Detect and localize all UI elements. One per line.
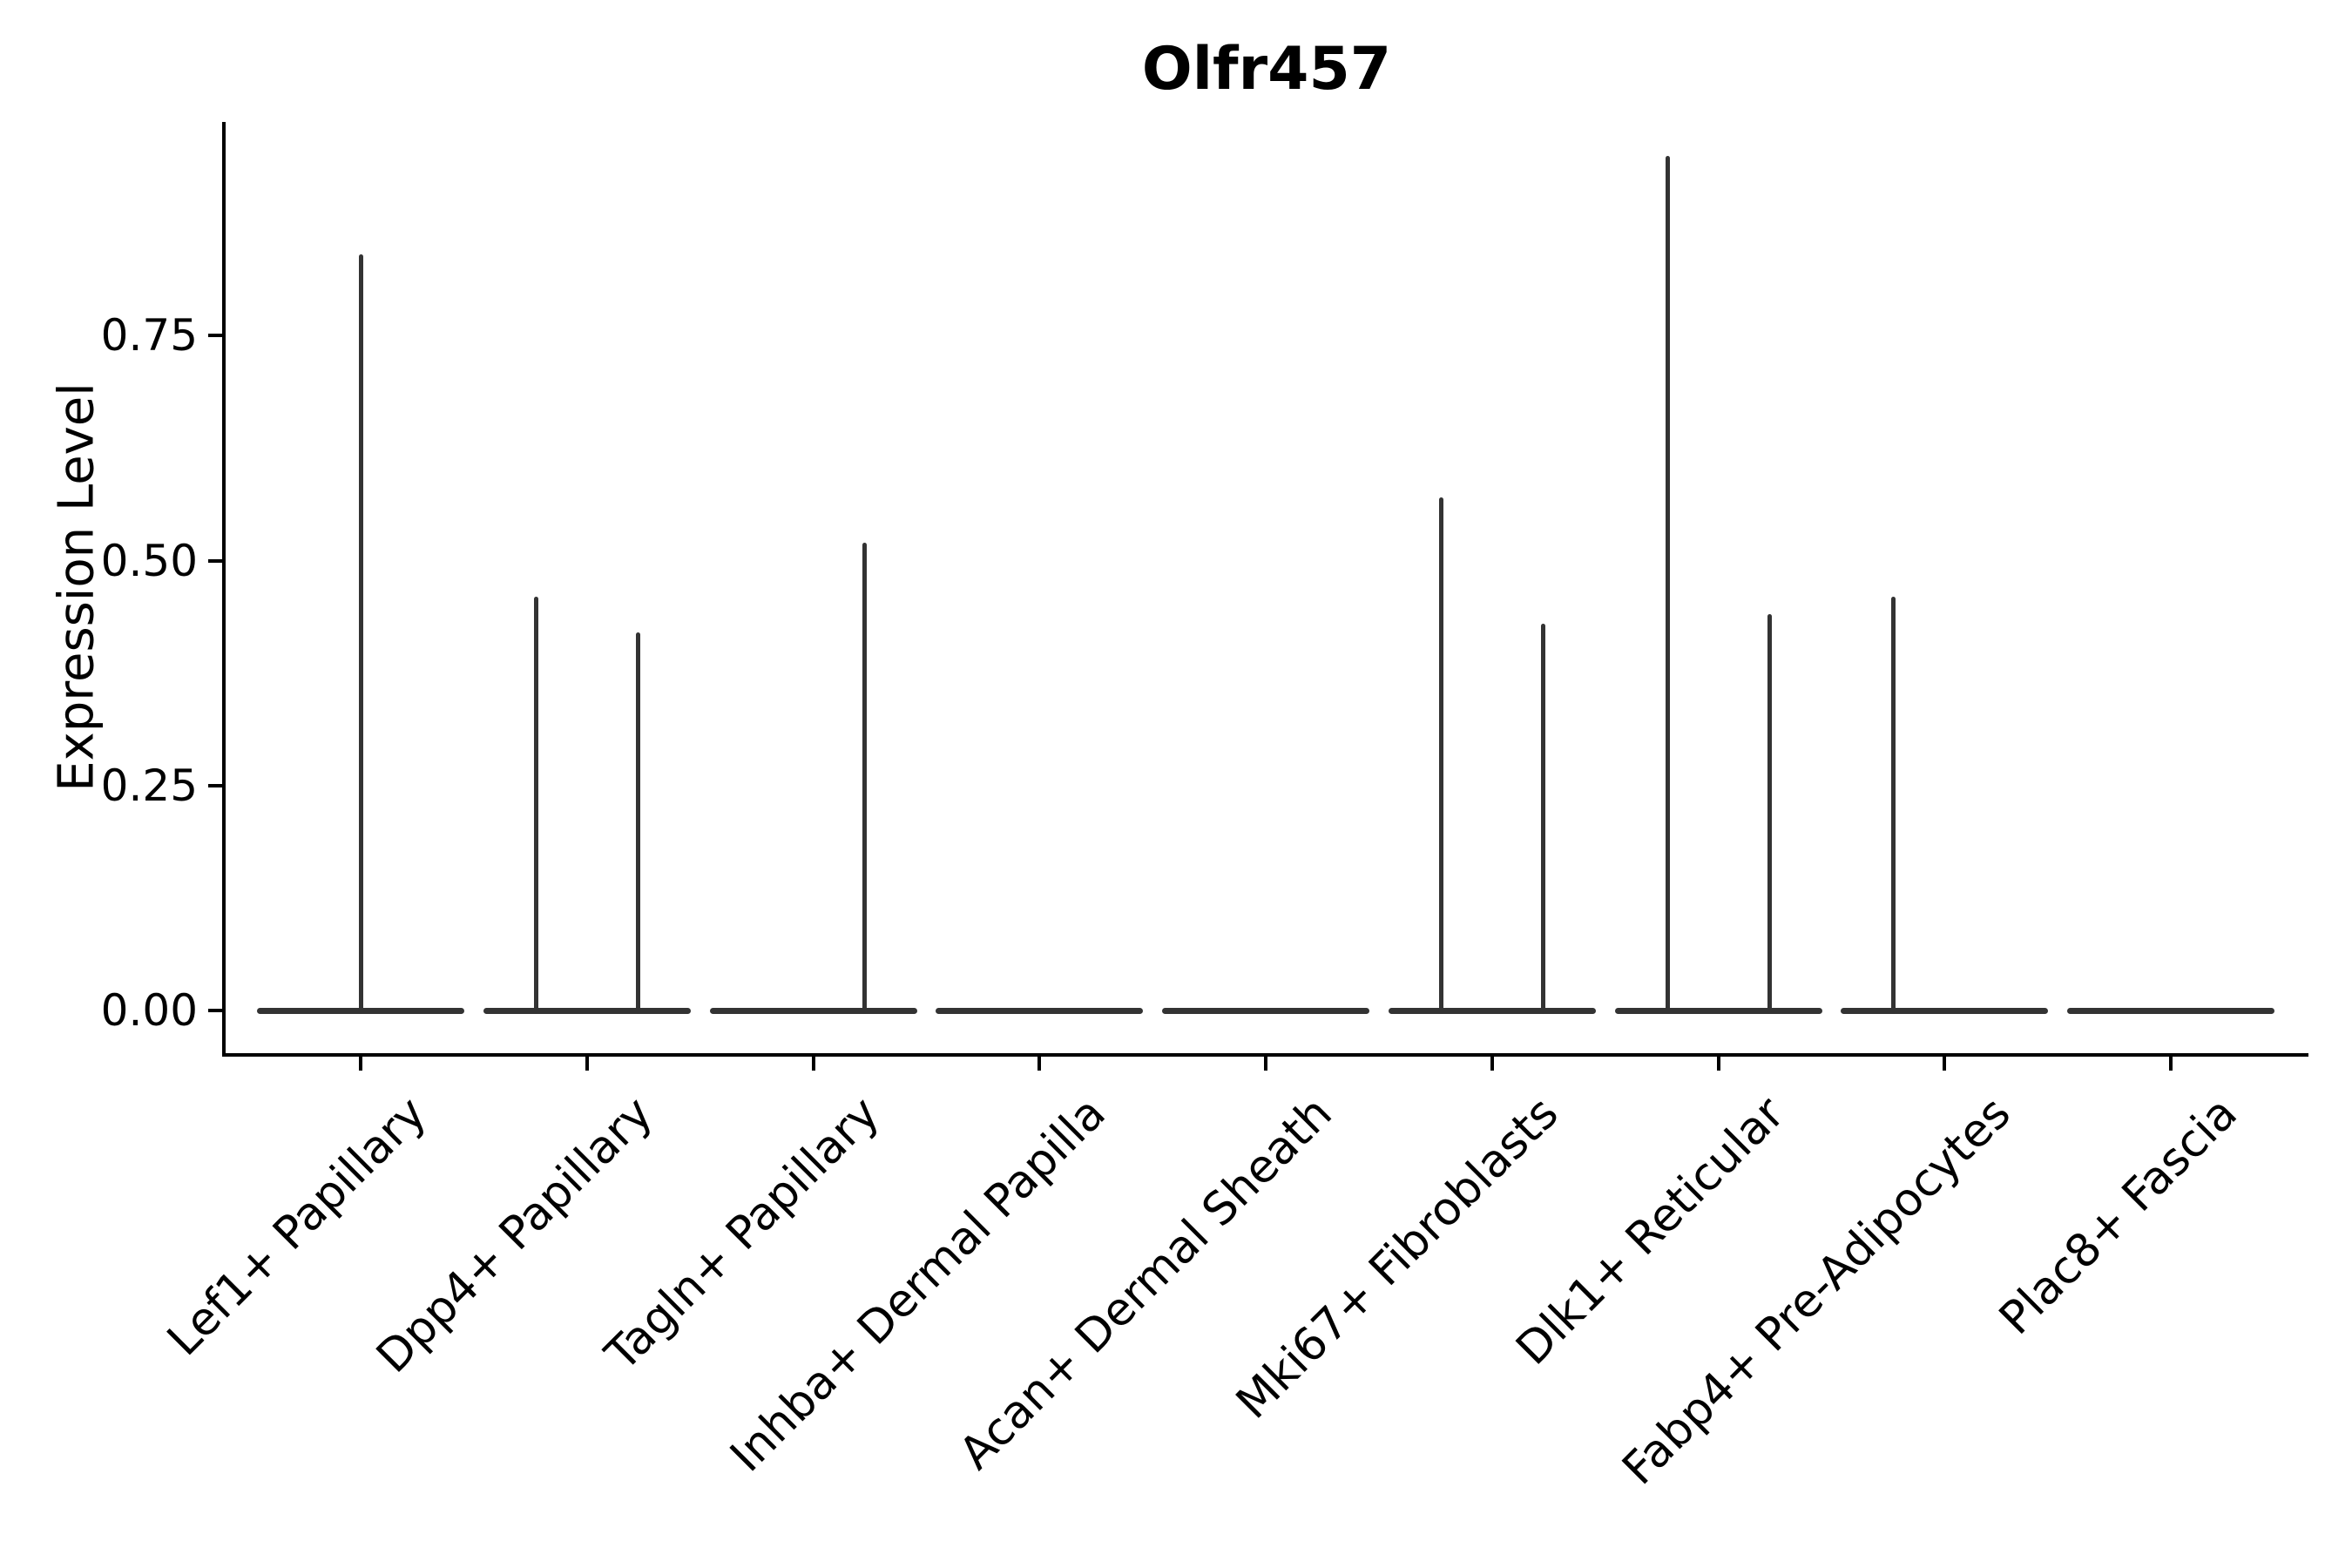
y-tick-label: 0.00 [100, 985, 198, 1036]
y-tick-label: 0.50 [100, 535, 198, 586]
x-tick-label: Acan+ Dermal Sheath [949, 1087, 1342, 1480]
x-tick [1943, 1057, 1947, 1071]
x-tick [2169, 1057, 2173, 1071]
violin-spike [1438, 497, 1443, 1014]
y-tick [208, 1009, 222, 1012]
violin-body [936, 1007, 1144, 1014]
x-tick [1490, 1057, 1494, 1071]
violin-body [1388, 1007, 1596, 1014]
x-axis-spine [222, 1053, 2308, 1057]
violin-spike [862, 542, 867, 1014]
x-tick [1264, 1057, 1267, 1071]
x-tick [585, 1057, 589, 1071]
y-tick [208, 558, 222, 563]
violin-spike [1891, 596, 1896, 1014]
x-tick [811, 1057, 815, 1071]
chart-title: Olfr457 [1141, 35, 1392, 104]
violin-body [1162, 1007, 1369, 1014]
x-tick [1716, 1057, 1720, 1071]
violin-body [1614, 1007, 1822, 1014]
y-axis-label: Expression Level [48, 382, 105, 792]
x-tick [1037, 1057, 1042, 1071]
violin-spike [1665, 155, 1670, 1014]
y-tick [208, 783, 222, 787]
x-tick-label: Fabp4+ Pre-Adipocytes [1612, 1087, 2021, 1496]
y-axis-spine [222, 122, 226, 1057]
violin-body [709, 1007, 917, 1014]
violin-spike [533, 596, 538, 1014]
violin-spike [635, 632, 640, 1014]
x-tick-label: Plac8+ Fascia [1989, 1087, 2247, 1345]
y-tick-label: 0.25 [100, 760, 198, 811]
y-tick [208, 334, 222, 338]
violin-spike [1767, 614, 1772, 1014]
x-tick [359, 1057, 362, 1071]
violin-spike [1540, 623, 1545, 1014]
x-tick-label: Inhba+ Dermal Papilla [720, 1087, 1116, 1483]
violin-body [1841, 1007, 2049, 1014]
y-tick-label: 0.75 [100, 310, 198, 362]
violin-body [2067, 1007, 2274, 1014]
violin-spike [358, 254, 363, 1014]
violin-body [483, 1007, 691, 1014]
